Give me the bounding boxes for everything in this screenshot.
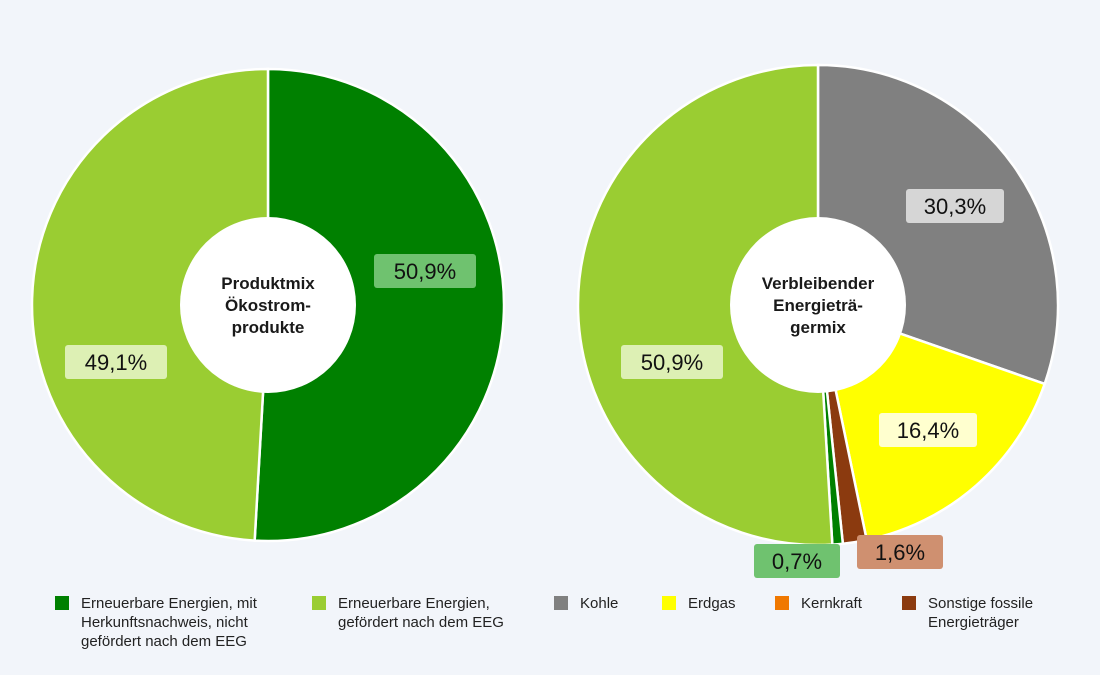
chart-title-produktmix: Produktmix Ökostrom-produkte: [221, 274, 315, 337]
legend-label: Kohle: [580, 595, 619, 612]
legend-label: Sonstige fossile Energieträger: [928, 595, 1034, 631]
data-label-erdgas: 16,4%: [879, 413, 977, 447]
data-label-erneuerbare-energien-mit-herkunftsnachwe: 0,7%: [754, 544, 840, 578]
legend-label: Erdgas: [688, 595, 736, 612]
slice-erneuerbare-energien-gefoerdert-nach-dem: [576, 63, 834, 547]
legend-swatch: [312, 596, 326, 610]
legend-swatch: [902, 596, 916, 610]
data-label-erneuerbare-energien-gefoerdert-nach-dem: 49,1%: [65, 345, 167, 379]
donut-chart-2: Verbleibender Energieträ-germix 30,3% 16,4%…: [576, 63, 1060, 578]
slice-erneuerbare-energien-mit-herkunftsnachwe: [253, 67, 506, 543]
donut-chart-1: Produktmix Ökostrom-produkte 50,9% 49,1%: [30, 67, 506, 543]
data-label-text: 50,9%: [394, 259, 456, 284]
data-label-erneuerbare-energien-gefoerdert-nach-dem: 50,9%: [621, 345, 723, 379]
data-label-box: [65, 345, 167, 379]
data-label-text: 0,7%: [772, 549, 822, 574]
data-label-box: [374, 254, 476, 288]
legend-item-kernkraft: Kernkraft: [775, 594, 862, 613]
legend-swatch: [775, 596, 789, 610]
data-label-box: [906, 189, 1004, 223]
legend-label: Erneuerbare Energien, gefördert nach dem…: [338, 595, 504, 631]
data-label-box: [879, 413, 977, 447]
data-label-text: 49,1%: [85, 350, 147, 375]
data-label-text: 50,9%: [641, 350, 703, 375]
data-label-text: 16,4%: [897, 418, 959, 443]
donut-charts: Produktmix Ökostrom-produkte 50,9% 49,1% Ver…: [30, 63, 1060, 578]
data-label-box: [621, 345, 723, 379]
legend-label: Kernkraft: [801, 595, 862, 612]
data-label-sonstige-fossile-energietraeger: 1,6%: [857, 535, 943, 569]
data-label-box: [857, 535, 943, 569]
data-label-erneuerbare-energien-mit-herkunftsnachwe: 50,9%: [374, 254, 476, 288]
legend-label: Erneuerbare Energien, mit Herkunftsnachw…: [81, 595, 257, 650]
legend-item-ee-herkunftsnachweis: Erneuerbare Energien, mit Herkunftsnachw…: [55, 594, 257, 651]
legend-item-kohle: Kohle: [554, 594, 618, 613]
legend-swatch: [554, 596, 568, 610]
donut-hole: [730, 217, 906, 393]
data-label-text: 1,6%: [875, 540, 925, 565]
slice-erneuerbare-energien-gefoerdert-nach-dem: [30, 67, 270, 542]
donut-hole: [180, 217, 356, 393]
chart-title-verbleibender-mix: Verbleibender Energieträ-germix: [762, 274, 875, 337]
data-label-text: 30,3%: [924, 194, 986, 219]
legend-swatch: [662, 596, 676, 610]
legend-item-erdgas: Erdgas: [662, 594, 736, 613]
legend-item-sonstige-fossile: Sonstige fossile Energieträger: [902, 594, 1033, 632]
data-label-kohle: 30,3%: [906, 189, 1004, 223]
legend-swatch: [55, 596, 69, 610]
data-label-box: [754, 544, 840, 578]
legend-item-ee-eeg: Erneuerbare Energien, gefördert nach dem…: [312, 594, 504, 632]
